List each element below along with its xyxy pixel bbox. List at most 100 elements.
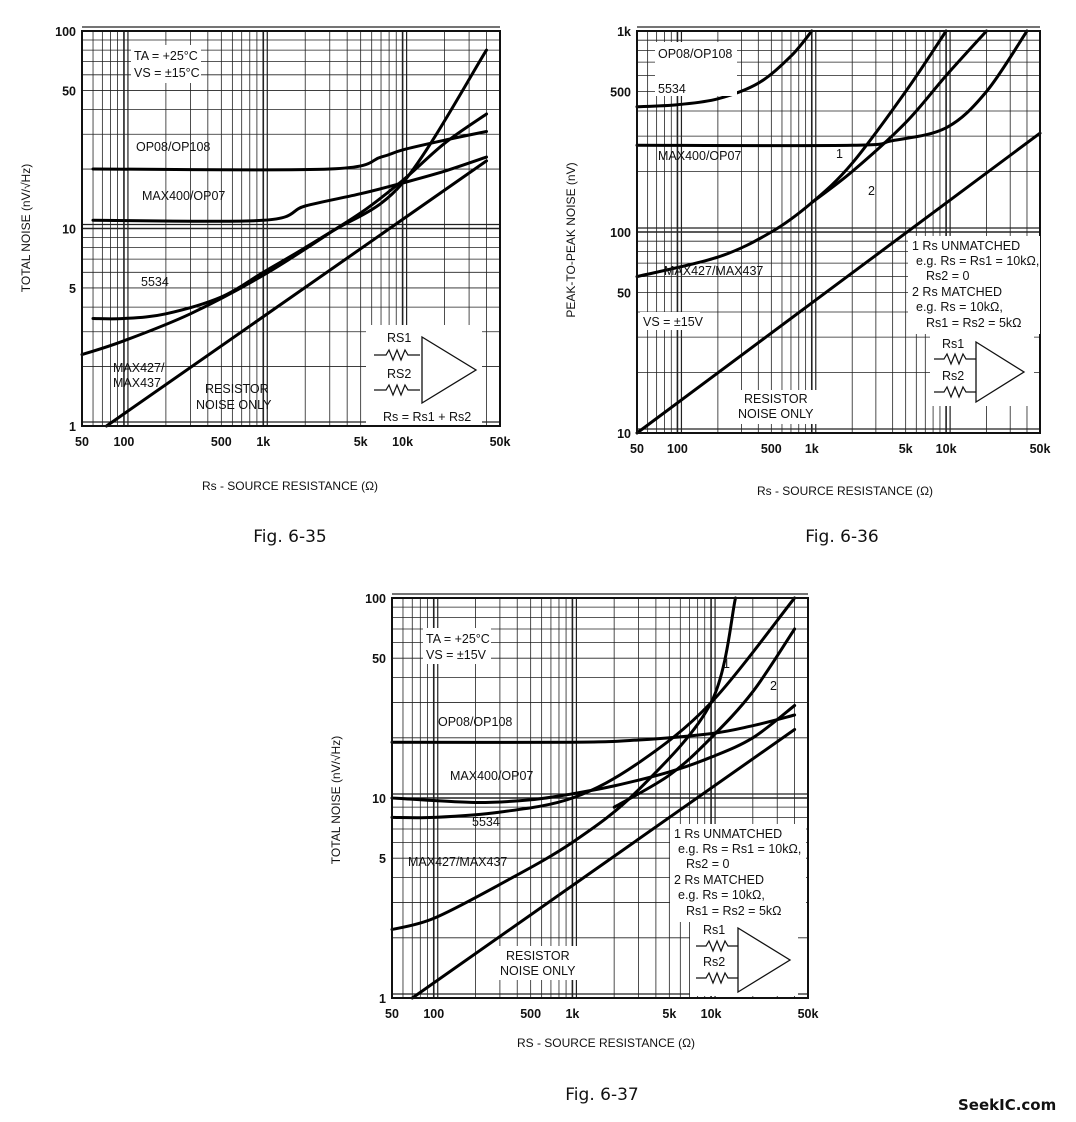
series-group <box>80 48 488 428</box>
op-amp-triangle <box>421 335 478 405</box>
op-amp-triangle <box>737 926 792 994</box>
note-6: Rs1 = Rs2 = 5kΩ <box>926 316 1022 330</box>
x-tick-label: 5k <box>354 435 368 449</box>
inset-r1-label: Rs1 <box>703 923 725 937</box>
y-tick-label: 100 <box>365 592 386 606</box>
tick-labels: 50 100 500 1k 5k 10k 50k 1 5 10 50 100 <box>365 592 818 1021</box>
x-tick-label: 50k <box>798 1007 819 1021</box>
label-max437: MAX437 <box>113 376 161 390</box>
notes-box: 1 Rs UNMATCHED e.g. Rs = Rs1 = 10kΩ, Rs2… <box>908 236 1040 334</box>
curve-2-label: 2 <box>868 184 875 198</box>
condition-vs: VS = ±15V <box>426 648 487 662</box>
x-tick-label: 10k <box>392 435 413 449</box>
op-amp-inset: RS1 RS2 Rs = Rs1 + Rs2 <box>366 325 482 425</box>
chart-fig-6-35: 50 100 500 1k 5k 10k 50k 1 5 10 50 100 TA = +25°C V… <box>19 25 510 547</box>
inset-r1-label: Rs1 <box>942 337 964 351</box>
resistor-label-bg <box>497 946 579 980</box>
resistor-symbol <box>696 971 738 985</box>
note-2: e.g. Rs = Rs1 = 10kΩ, <box>916 254 1039 268</box>
plot-frame <box>636 30 1041 434</box>
figure-caption: Fig. 6-37 <box>565 1085 638 1105</box>
condition-ta: TA = +25°C <box>134 49 198 63</box>
note-2: e.g. Rs = Rs1 = 10kΩ, <box>678 842 801 856</box>
x-tick-label: 500 <box>520 1007 541 1021</box>
series-line-op08-op108 <box>390 713 797 744</box>
note-3: Rs2 = 0 <box>926 269 969 283</box>
conditions-bg <box>423 628 491 664</box>
curve-1-label: 1 <box>723 657 730 671</box>
x-tick-label: 50 <box>385 1007 399 1021</box>
y-tick-label: 10 <box>62 223 76 237</box>
series-line-max400-op07 <box>91 155 488 223</box>
y-tick-label: 500 <box>610 86 631 100</box>
y-tick-label: 50 <box>617 287 631 301</box>
condition-vs: VS = ±15°C <box>134 66 200 80</box>
y-tick-label: 5 <box>379 852 386 866</box>
note-4: 2 Rs MATCHED <box>674 873 764 887</box>
y-tick-label: 1k <box>617 25 631 39</box>
label-resistor: RESISTOR <box>506 949 570 963</box>
x-tick-label: 500 <box>211 435 232 449</box>
label-op08: OP08/OP108 <box>136 140 210 154</box>
series-line-5534 <box>91 112 488 321</box>
note-5: e.g. Rs = 10kΩ, <box>916 300 1003 314</box>
y-tick-label: 10 <box>372 792 386 806</box>
note-5: e.g. Rs = 10kΩ, <box>678 888 765 902</box>
label-resistor: RESISTOR <box>744 392 808 406</box>
label-5534: 5534 <box>141 275 169 289</box>
y-axis-title: PEAK-TO-PEAK NOISE (nV) <box>564 162 578 317</box>
x-tick-label: 1k <box>565 1007 579 1021</box>
figure-caption: Fig. 6-36 <box>805 527 878 547</box>
x-tick-label: 50 <box>630 442 644 456</box>
x-tick-label: 100 <box>114 435 135 449</box>
label-op08: OP08/OP108 <box>438 715 512 729</box>
y-axis-title: TOTAL NOISE (nV/√Hz) <box>19 164 33 292</box>
x-tick-label: 1k <box>805 442 819 456</box>
x-tick-label: 50 <box>75 435 89 449</box>
y-tick-label: 100 <box>610 226 631 240</box>
inset-r1-label: RS1 <box>387 331 411 345</box>
note-1: 1 Rs UNMATCHED <box>912 239 1020 253</box>
series-line-resistor-noise-only <box>105 159 488 428</box>
y-tick-label: 50 <box>62 84 76 98</box>
note-4: 2 Rs MATCHED <box>912 285 1002 299</box>
series-line-max400-op07 <box>390 704 797 805</box>
label-noise-only: NOISE ONLY <box>500 964 576 978</box>
y-tick-label: 50 <box>372 652 386 666</box>
x-axis-title: Rs - SOURCE RESISTANCE (Ω) <box>757 484 933 498</box>
curve-1-label: 1 <box>836 147 843 161</box>
label-max427: MAX427/MAX437 <box>664 264 763 278</box>
series-line-op08-op108 <box>91 130 488 172</box>
plot-frame <box>391 597 809 999</box>
figure-caption: Fig. 6-35 <box>253 527 326 547</box>
op-amp-triangle <box>975 340 1026 404</box>
x-tick-label: 50k <box>490 435 511 449</box>
label-max400: MAX400/OP07 <box>142 189 225 203</box>
inset-r2-label: RS2 <box>387 367 411 381</box>
series-line-op08-op108 <box>635 29 814 109</box>
op-amp-inset: Rs1 Rs2 <box>930 334 1034 406</box>
label-5534: 5534 <box>472 815 500 829</box>
x-tick-label: 5k <box>899 442 913 456</box>
y-axis-title: TOTAL NOISE (nV/√Hz) <box>329 736 343 864</box>
tick-labels: 50 100 500 1k 5k 10k 50k 1 5 10 50 100 <box>55 25 510 449</box>
label-max427: MAX427/MAX437 <box>408 855 507 869</box>
x-tick-label: 5k <box>662 1007 676 1021</box>
resistor-symbol <box>934 385 976 399</box>
op-amp-inset: Rs1 Rs2 <box>690 922 798 996</box>
y-tick-label: 5 <box>69 282 76 296</box>
series-line-max427-max437 <box>80 48 488 357</box>
label-resistor: RESISTOR <box>205 382 269 396</box>
note-1: 1 Rs UNMATCHED <box>674 827 782 841</box>
x-tick-label: 10k <box>701 1007 722 1021</box>
y-tick-label: 1 <box>69 420 76 434</box>
series-line-resistor-noise-only <box>635 131 1042 435</box>
label-5534: 5534 <box>658 82 686 96</box>
resistor-symbol <box>374 383 420 397</box>
label-bg <box>655 42 737 96</box>
label-max427: MAX427/ <box>113 361 165 375</box>
watermark-text: SeekIC.com <box>958 1096 1056 1114</box>
label-max400: MAX400/OP07 <box>450 769 533 783</box>
